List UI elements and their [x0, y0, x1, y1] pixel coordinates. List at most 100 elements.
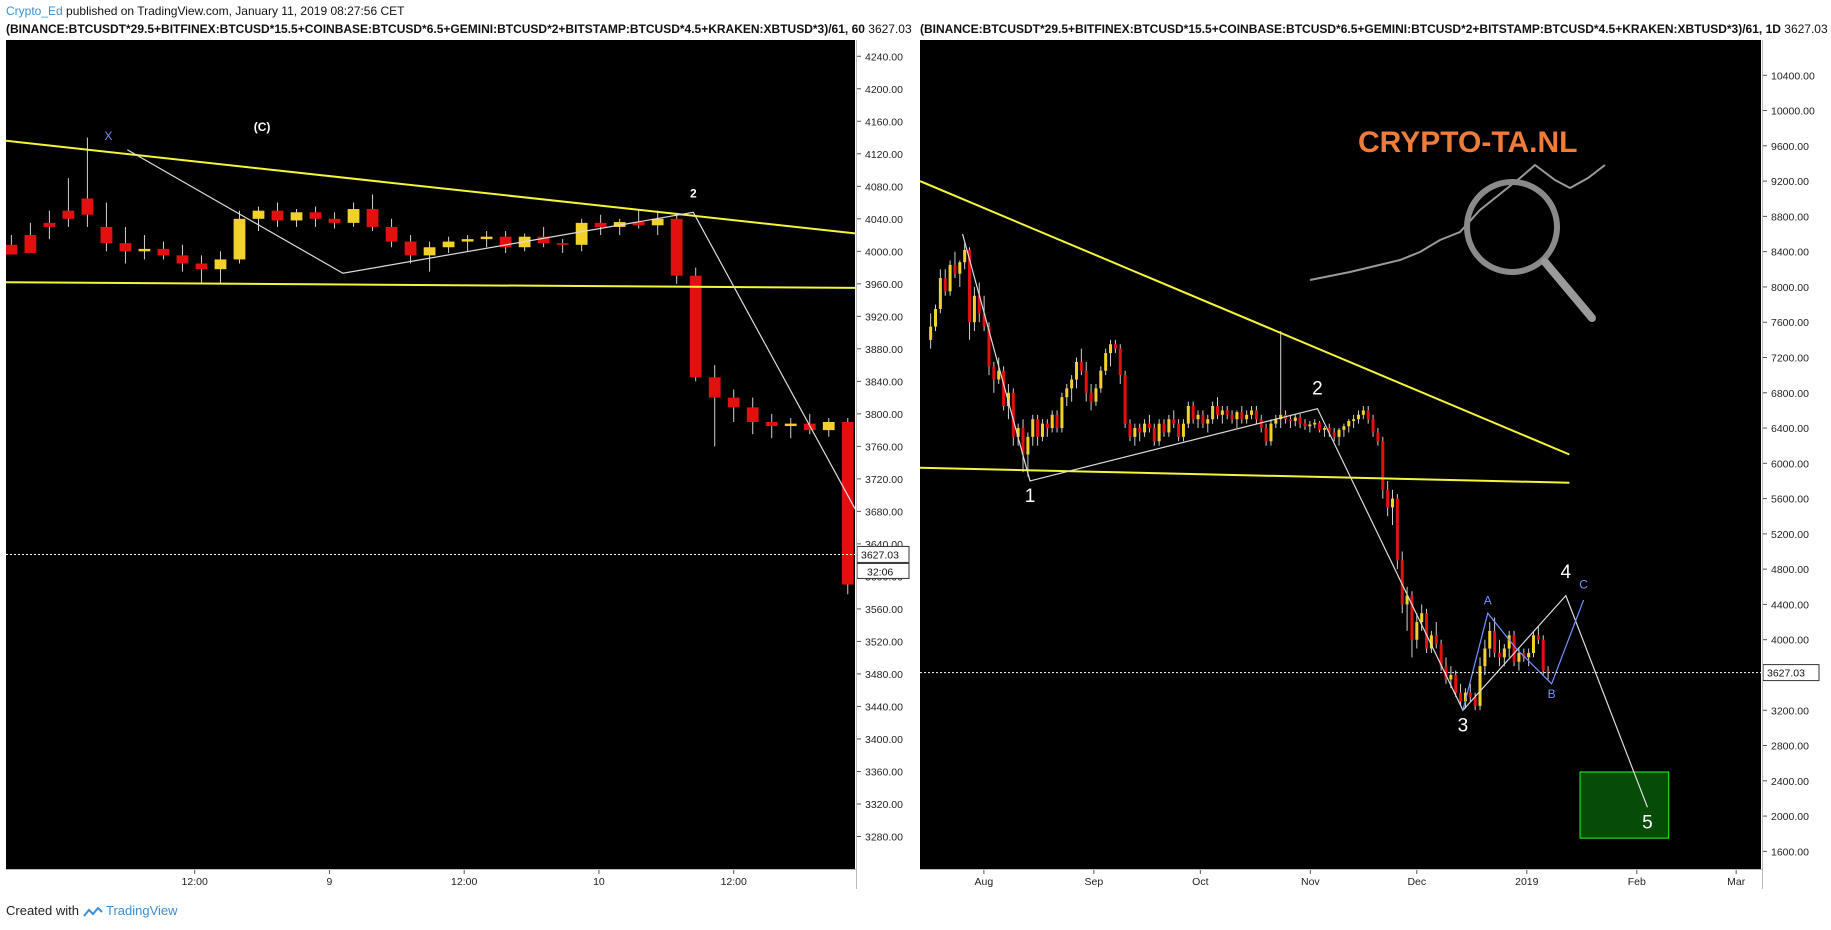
right-candle-body: [1191, 405, 1195, 420]
right-candle-body: [1386, 489, 1390, 508]
right-candle-body: [1497, 652, 1501, 658]
right-wave-label: B: [1548, 687, 1556, 701]
right-chart-title: (BINANCE:BTCUSDT*29.5+BITFINEX:BTCUSD*15…: [920, 22, 1828, 36]
right-trendline-2: [920, 466, 1570, 484]
left-candle-body: [62, 210, 75, 219]
right-chart-canvas: 1 2 3 A B 4C 5 CRYPTO-TA.NL: [920, 126, 1761, 839]
right-candle-body: [1293, 417, 1297, 421]
right-candle-body: [963, 249, 967, 263]
right-candle-body: [1327, 428, 1331, 433]
right-price-tick-label: 10000.00: [1771, 106, 1815, 118]
right-price-tick-label: 2400.00: [1771, 776, 1809, 788]
right-candle-body: [1463, 692, 1467, 702]
right-price-tick-label: 7600.00: [1771, 317, 1809, 329]
right-candle-body: [1055, 414, 1059, 429]
right-candle-body: [1162, 423, 1166, 433]
tradingview-brand-link[interactable]: TradingView: [105, 903, 178, 918]
right-candle-body: [1138, 428, 1142, 433]
right-price-tick-label: 4400.00: [1771, 599, 1809, 611]
watermark-text: CRYPTO-TA.NL: [1358, 126, 1577, 159]
right-candle-body: [1230, 414, 1234, 420]
right-price-tick-label: 9200.00: [1771, 176, 1809, 188]
left-price-tick-label: 3560.00: [865, 604, 903, 616]
right-candle-body: [1322, 428, 1326, 430]
right-candle-body: [1502, 648, 1506, 658]
right-candle-body: [1128, 423, 1132, 437]
right-candle-body: [1298, 417, 1302, 424]
right-candle-body: [938, 278, 942, 309]
right-candle-body: [1507, 635, 1511, 649]
left-candle-body: [328, 218, 341, 223]
right-candle-body: [1235, 412, 1239, 420]
left-price-tick-label: 4240.00: [865, 51, 903, 63]
right-candle-body: [1109, 344, 1113, 354]
right-price-tick-label: 9600.00: [1771, 141, 1809, 153]
right-last-price-title: 3627.03: [1784, 22, 1828, 36]
left-candle-body: [613, 222, 626, 227]
left-price-tick-label: 3400.00: [865, 734, 903, 746]
author-link[interactable]: Crypto_Ed: [6, 4, 63, 18]
right-candle-body: [1376, 432, 1380, 442]
left-candle-body: [233, 218, 246, 260]
right-price-axis[interactable]: 1600.002000.002400.002800.003200.003600.…: [1762, 40, 1831, 889]
right-candle-body: [1070, 379, 1074, 389]
right-corrective-wave-path: [1462, 599, 1585, 711]
left-time-tick-label: 12:00: [182, 876, 208, 888]
right-trendline-1: [920, 180, 1570, 456]
left-wave-label: 2: [690, 187, 697, 201]
left-candle-body: [6, 244, 18, 255]
right-candle-body: [1337, 429, 1341, 437]
right-candle-body: [1352, 419, 1356, 421]
left-candle-body: [252, 210, 265, 219]
left-price-tick-label: 4080.00: [865, 181, 903, 193]
right-price-tick-label: 6000.00: [1771, 458, 1809, 470]
right-candle-body: [1036, 419, 1040, 437]
left-symbol-title: (BINANCE:BTCUSDT*29.5+BITFINEX:BTCUSD*15…: [6, 22, 865, 36]
right-price-tick-label: 4000.00: [1771, 635, 1809, 647]
right-time-axis[interactable]: Aug Sep Oct Nov Dec 2019 Feb Mar: [920, 869, 1762, 890]
left-price-tick-label: 3360.00: [865, 766, 903, 778]
left-price-tick-label: 3720.00: [865, 474, 903, 486]
left-candle-body: [575, 222, 588, 245]
right-chart-panel[interactable]: 1 2 3 A B 4 C 5 CRYPTO-TA.NL: [920, 40, 1761, 869]
left-price-tick-label: 3440.00: [865, 701, 903, 713]
right-candle-body: [1177, 423, 1181, 437]
right-price-tick-label: 8800.00: [1771, 211, 1809, 223]
right-candle-body: [1356, 414, 1360, 420]
left-last-price-tag-label: 3627.03: [861, 549, 899, 561]
right-candle-body: [1512, 635, 1516, 662]
right-price-axis-svg: 1600.002000.002400.002800.003200.003600.…: [1762, 70, 1820, 858]
left-candle-body: [841, 421, 854, 585]
left-candle-body: [537, 236, 550, 244]
left-candle-body: [461, 239, 474, 242]
right-candle-body: [1143, 423, 1147, 433]
left-candle-body: [442, 241, 455, 248]
right-candle-body: [1006, 392, 1010, 406]
right-time-tick-label: Mar: [1727, 876, 1746, 888]
left-price-axis[interactable]: 3280.00 3320.00 3360.00 3400.00 3440.00 3480.…: [856, 40, 915, 889]
left-candle-body: [746, 407, 759, 422]
left-candle-body: [708, 377, 721, 398]
right-price-tick-label: 5200.00: [1771, 529, 1809, 541]
right-candle-body: [1478, 666, 1482, 706]
left-price-tick-label: 3480.00: [865, 669, 903, 681]
left-price-tick-label: 3800.00: [865, 409, 903, 421]
right-candle-body: [1269, 423, 1273, 442]
right-wave-label: C: [1579, 578, 1588, 592]
left-candle-body: [214, 259, 227, 270]
right-price-tick-label: 4800.00: [1771, 564, 1809, 576]
right-candle-body: [968, 249, 972, 323]
right-candle-body: [1400, 560, 1404, 605]
right-price-tick-label: 8400.00: [1771, 247, 1809, 259]
right-candle-body: [1279, 414, 1283, 420]
magnifier-handle-icon: [1541, 258, 1596, 322]
right-candle-body: [1215, 405, 1219, 415]
left-candle-body: [157, 248, 170, 256]
right-candle-body: [1167, 419, 1171, 433]
right-price-tick-label: 3200.00: [1771, 705, 1809, 717]
right-price-tick-label: 10400.00: [1771, 70, 1815, 82]
right-candle-body: [1429, 635, 1433, 649]
